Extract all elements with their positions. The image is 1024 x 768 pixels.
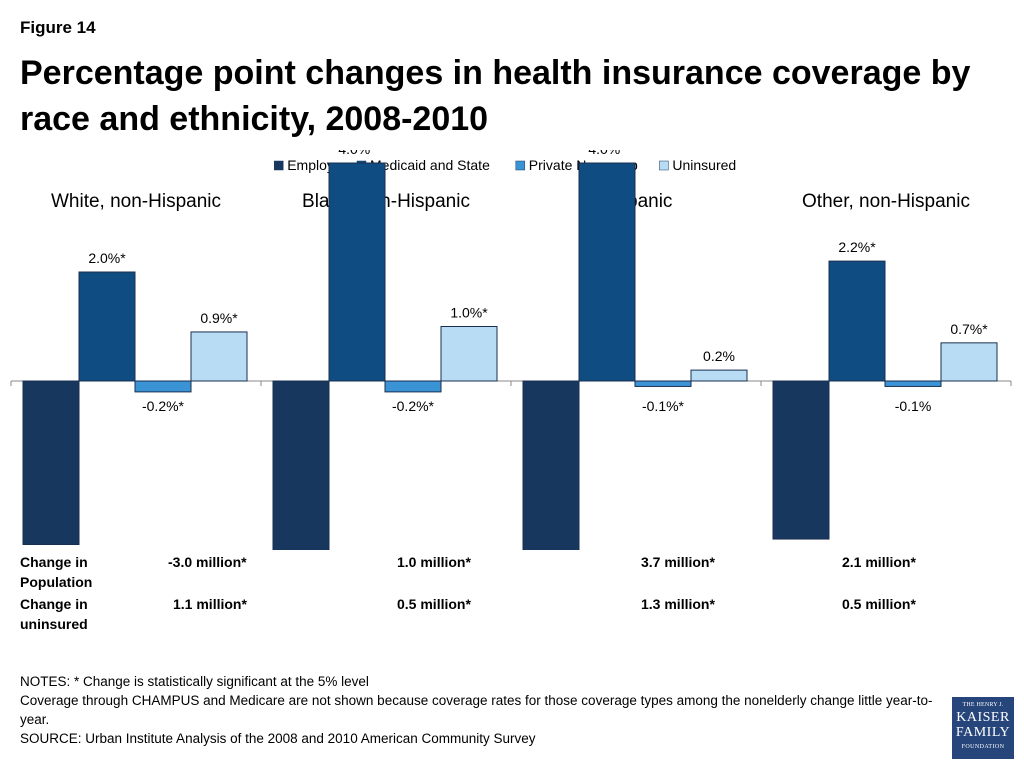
legend-label-medicaid-and-state: Medicaid and State	[370, 157, 490, 173]
category-label-other-non-hispanic: Other, non-Hispanic	[802, 191, 970, 212]
summary-value-population-white: -3.0 million*	[168, 554, 247, 570]
legend-swatch-uninsured	[659, 160, 669, 171]
logo-line-1: THE HENRY J.	[962, 702, 1004, 708]
chart-title: Percentage point changes in health insur…	[20, 54, 971, 138]
data-label-uninsured-black-non-hispanic: 1.0%*	[450, 305, 488, 321]
logo-line-3: FAMILY	[955, 725, 1011, 740]
category-label-white-non-hispanic: White, non-Hispanic	[51, 191, 221, 212]
bar-medicaid-and-state-white-non-hispanic	[78, 271, 136, 382]
summary-value-uninsured-other: 0.5 million*	[842, 596, 916, 612]
data-label-private-nongroup-black-non-hispanic: -0.2%*	[392, 398, 435, 414]
notes-coverage: Coverage through CHAMPUS and Medicare ar…	[20, 693, 933, 727]
bar-uninsured-white-non-hispanic	[190, 331, 248, 382]
notes-significance: NOTES: * Change is statistically signifi…	[20, 674, 369, 689]
legend-label-uninsured: Uninsured	[672, 157, 736, 173]
notes: NOTES: * Change is statistically signifi…	[20, 672, 940, 748]
bar-private-nongroup-black-non-hispanic	[384, 380, 442, 393]
legend-swatch-employer	[273, 160, 284, 171]
kaiser-family-foundation-logo: THE HENRY J. KAISER FAMILY FOUNDATION	[952, 697, 1014, 759]
bar-uninsured-hispanic	[690, 369, 748, 382]
data-label-private-nongroup-hispanic: -0.1%*	[642, 398, 685, 414]
summary-value-population-black: 1.0 million*	[397, 554, 471, 570]
data-label-uninsured-other-non-hispanic: 0.7%*	[950, 321, 988, 337]
category-label-black-non-hispanic: Black, non-Hispanic	[302, 191, 470, 212]
bar-employer-black-non-hispanic	[272, 380, 330, 550]
summary-table: Change in Population -3.0 million* 1.0 m…	[20, 552, 1010, 642]
data-label-medicaid-and-state-black-non-hispanic: 4.0%*	[338, 150, 376, 157]
summary-value-uninsured-black: 0.5 million*	[397, 596, 471, 612]
data-label-employer-other-non-hispanic: -2.9%*	[780, 548, 823, 550]
data-label-medicaid-and-state-white-non-hispanic: 2.0%*	[88, 250, 126, 266]
data-label-private-nongroup-other-non-hispanic: -0.1%	[895, 398, 932, 414]
summary-value-uninsured-white: 1.1 million*	[173, 596, 247, 612]
bar-employer-hispanic	[522, 380, 580, 550]
bar-private-nongroup-white-non-hispanic	[134, 380, 192, 393]
bar-employer-other-non-hispanic	[772, 380, 830, 540]
bar-private-nongroup-other-non-hispanic	[884, 380, 942, 387]
data-label-uninsured-hispanic: 0.2%	[703, 348, 735, 364]
data-label-medicaid-and-state-other-non-hispanic: 2.2%*	[838, 239, 876, 255]
bar-medicaid-and-state-black-non-hispanic	[328, 162, 386, 382]
bar-employer-white-non-hispanic	[22, 380, 80, 545]
bar-uninsured-black-non-hispanic	[440, 326, 498, 382]
summary-value-uninsured-hispanic: 1.3 million*	[641, 596, 715, 612]
logo-line-4: FOUNDATION	[961, 744, 1005, 750]
legend-swatch-private-nongroup	[515, 160, 526, 171]
summary-value-population-hispanic: 3.7 million*	[641, 554, 715, 570]
bar-medicaid-and-state-hispanic	[578, 162, 636, 382]
bar-medicaid-and-state-other-non-hispanic	[828, 260, 886, 382]
data-label-medicaid-and-state-hispanic: 4.0%*	[588, 150, 626, 157]
figure-label: Figure 14	[20, 18, 96, 37]
notes-source: SOURCE: Urban Institute Analysis of the …	[20, 731, 536, 746]
data-label-uninsured-white-non-hispanic: 0.9%*	[200, 310, 238, 326]
summary-row-label-population: Change in Population	[20, 554, 93, 590]
summary-value-population-other: 2.1 million*	[842, 554, 916, 570]
data-label-private-nongroup-white-non-hispanic: -0.2%*	[142, 398, 185, 414]
summary-row-label-uninsured: Change in uninsured	[20, 596, 88, 632]
logo-line-2: KAISER	[956, 710, 1010, 725]
bar-uninsured-other-non-hispanic	[940, 342, 998, 382]
bar-private-nongroup-hispanic	[634, 380, 692, 387]
